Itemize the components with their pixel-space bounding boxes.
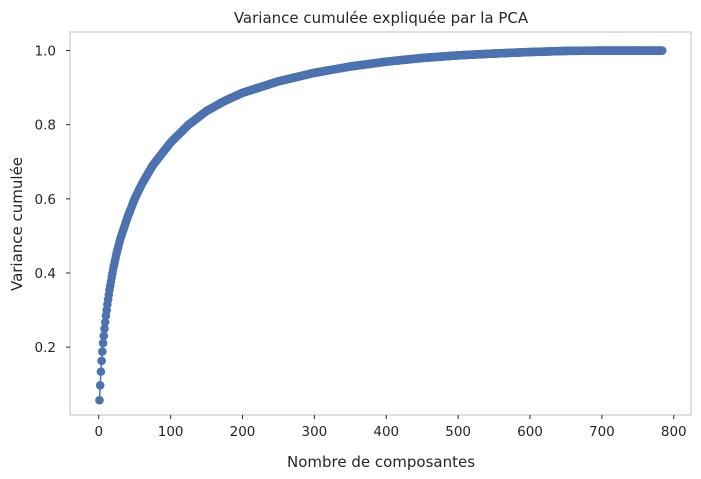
x-tick-label: 0 bbox=[94, 424, 103, 440]
y-tick-label: 0.2 bbox=[35, 340, 56, 356]
plot-frame bbox=[69, 31, 692, 416]
x-tick-label: 200 bbox=[230, 424, 256, 440]
data-point bbox=[98, 347, 107, 356]
series-line bbox=[98, 49, 663, 401]
data-point bbox=[96, 367, 106, 376]
data-point bbox=[97, 356, 106, 366]
data-point bbox=[657, 46, 667, 55]
x-axis: 0 100 200 300 400 500 600 700 800 bbox=[94, 415, 687, 440]
x-tick-label: 100 bbox=[158, 424, 184, 440]
y-tick-label: 1.0 bbox=[35, 44, 56, 60]
series-variance bbox=[95, 46, 667, 405]
x-tick-label: 600 bbox=[517, 424, 543, 440]
data-point bbox=[100, 317, 110, 327]
y-axis: 0.2 0.4 0.6 0.8 1.0 bbox=[35, 44, 70, 356]
y-tick-label: 0.8 bbox=[35, 118, 56, 134]
data-point bbox=[99, 331, 109, 341]
y-tick-label: 0.6 bbox=[35, 192, 56, 208]
y-tick-label: 0.4 bbox=[35, 266, 56, 282]
chart-title: Variance cumulée expliquée par la PCA bbox=[234, 9, 529, 27]
y-axis-label: Variance cumulée bbox=[8, 157, 26, 291]
x-axis-label: Nombre de composantes bbox=[287, 453, 475, 471]
data-point bbox=[98, 338, 108, 348]
data-point bbox=[95, 395, 104, 405]
x-tick-label: 700 bbox=[589, 424, 615, 440]
x-tick-label: 800 bbox=[661, 424, 687, 440]
x-tick-label: 400 bbox=[373, 424, 399, 440]
data-point bbox=[100, 324, 109, 333]
data-point bbox=[95, 381, 105, 390]
x-tick-label: 500 bbox=[445, 424, 471, 440]
x-tick-label: 300 bbox=[301, 424, 327, 440]
